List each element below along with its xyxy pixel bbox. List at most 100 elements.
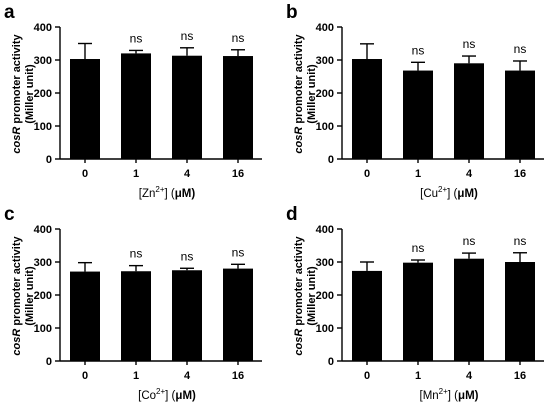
- bar: [172, 270, 202, 361]
- y-tick-label: 0: [328, 154, 334, 166]
- x-tick-label: 0: [364, 370, 370, 382]
- x-tick-label: 0: [82, 168, 88, 180]
- x-axis-title-charge: 2+: [438, 185, 447, 194]
- x-tick-label: 4: [466, 168, 473, 180]
- x-axis-title-charge: 2+: [156, 387, 165, 396]
- x-tick-label: 16: [514, 168, 526, 180]
- x-tick-label: 4: [184, 370, 191, 382]
- panel-letter: c: [4, 204, 15, 225]
- bar: [352, 270, 382, 361]
- y-tick-label: 400: [316, 224, 334, 236]
- x-axis-title-charge: 2+: [155, 185, 164, 194]
- x-axis-title-unit: M): [465, 390, 479, 402]
- y-axis-title: cosR promoter activity(Miller unit): [11, 34, 36, 154]
- y-tick-label: 0: [46, 356, 52, 368]
- x-tick-label: 16: [514, 370, 526, 382]
- y-axis-title-line2: (Miller unit): [306, 64, 318, 124]
- x-tick-label: 1: [133, 370, 139, 382]
- x-tick-label: 16: [232, 168, 244, 180]
- y-tick-label: 400: [34, 224, 52, 236]
- x-tick-label: 4: [184, 168, 191, 180]
- x-tick-label: 1: [415, 370, 421, 382]
- x-tick-label: 4: [466, 370, 473, 382]
- bar: [121, 53, 151, 159]
- significance-label: ns: [514, 42, 527, 56]
- bar: [70, 271, 100, 361]
- significance-label: ns: [412, 43, 425, 57]
- y-axis-title-italic: cosR: [293, 329, 305, 356]
- x-axis-title-bracket: ] (: [448, 390, 458, 402]
- y-axis-title-rest: promoter activity: [293, 236, 305, 329]
- bar: [70, 59, 100, 160]
- x-axis-title: [Mn2+] (μM): [420, 387, 479, 402]
- y-tick-label: 300: [34, 55, 52, 67]
- bar: [403, 262, 433, 361]
- panel-letter: b: [286, 2, 298, 23]
- y-tick-label: 100: [34, 121, 52, 133]
- y-tick-label: 100: [34, 323, 52, 335]
- x-tick-label: 1: [415, 168, 421, 180]
- significance-label: ns: [181, 29, 194, 43]
- y-axis-title: cosR promoter activity(Miller unit): [11, 236, 36, 356]
- y-tick-label: 0: [46, 154, 52, 166]
- y-axis-title-line2: (Miller unit): [24, 266, 36, 326]
- bar: [454, 63, 484, 159]
- y-tick-label: 300: [34, 257, 52, 269]
- y-tick-label: 400: [316, 22, 334, 34]
- x-axis-title: [Cu2+] (μM): [420, 185, 478, 200]
- y-tick-label: 200: [316, 290, 334, 302]
- significance-label: ns: [181, 249, 194, 263]
- y-tick-label: 200: [34, 290, 52, 302]
- x-axis-title-charge: 2+: [439, 387, 448, 396]
- bar: [454, 258, 484, 361]
- y-axis-title-rest: promoter activity: [11, 34, 23, 127]
- significance-label: ns: [514, 234, 527, 248]
- significance-label: ns: [232, 245, 245, 259]
- x-axis-title-ion: [Zn: [139, 188, 156, 200]
- x-tick-label: 16: [232, 370, 244, 382]
- x-axis-title-bracket: ] (: [165, 390, 175, 402]
- bar: [121, 271, 151, 361]
- significance-label: ns: [130, 31, 143, 45]
- y-tick-label: 300: [316, 55, 334, 67]
- x-axis-title-ion: [Cu: [420, 188, 438, 200]
- y-tick-label: 200: [34, 88, 52, 100]
- panel-letter: a: [4, 2, 15, 23]
- y-axis-title-rest: promoter activity: [11, 236, 23, 329]
- x-axis-title: [Co2+] (μM): [138, 387, 196, 402]
- bar: [505, 70, 535, 159]
- x-axis-title-mu: μ: [175, 390, 182, 402]
- x-axis-title-mu: μ: [457, 188, 464, 200]
- bar: [505, 262, 535, 361]
- x-axis-title-unit: M): [464, 188, 478, 200]
- y-tick-label: 0: [328, 356, 334, 368]
- y-axis-title-italic: cosR: [11, 329, 23, 356]
- y-tick-label: 100: [316, 323, 334, 335]
- x-axis-title-unit: M): [182, 188, 196, 200]
- x-axis-title-ion: [Co: [138, 390, 156, 402]
- x-tick-label: 0: [82, 370, 88, 382]
- significance-label: ns: [463, 234, 476, 248]
- y-tick-label: 100: [316, 121, 334, 133]
- panel-letter: d: [286, 204, 298, 225]
- y-tick-label: 400: [34, 22, 52, 34]
- x-axis-title-mu: μ: [175, 188, 182, 200]
- significance-label: ns: [232, 31, 245, 45]
- bar: [172, 55, 202, 159]
- significance-label: ns: [463, 37, 476, 51]
- y-axis-title-line2: (Miller unit): [306, 266, 318, 326]
- y-axis-title: cosR promoter activity(Miller unit): [293, 34, 318, 154]
- y-axis-title-rest: promoter activity: [293, 34, 305, 127]
- y-tick-label: 200: [316, 88, 334, 100]
- y-axis-title-italic: cosR: [293, 127, 305, 154]
- x-tick-label: 1: [133, 168, 139, 180]
- significance-label: ns: [130, 247, 143, 261]
- bar: [403, 70, 433, 159]
- significance-label: ns: [412, 241, 425, 255]
- x-axis-title-bracket: ] (: [447, 188, 457, 200]
